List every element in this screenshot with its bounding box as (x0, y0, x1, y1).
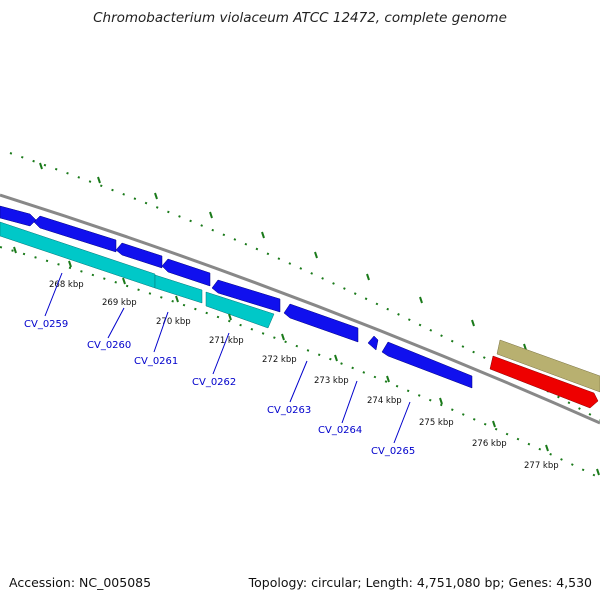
tick-label: 276 kbp (472, 439, 507, 449)
tick-label: 273 kbp (314, 376, 349, 386)
gene-label: CV_0261 (134, 356, 178, 367)
gene-label: CV_0260 (87, 340, 131, 351)
cds-arrow (211, 279, 281, 313)
cds-arrow (115, 242, 163, 269)
cds-arrow (33, 215, 117, 253)
inner-major-ticks (13, 246, 600, 476)
cds-arrow (154, 274, 203, 304)
map-title: Chromobacterium violaceum ATCC 12472, co… (93, 10, 507, 26)
tick-label: 269 kbp (102, 298, 137, 308)
forward-cds-features[interactable] (0, 205, 473, 389)
tick-label: 270 kbp (156, 317, 191, 327)
accession-text: Accession: NC_005085 (9, 575, 152, 590)
tick-label: 268 kbp (49, 280, 84, 290)
cds-arrow (205, 291, 275, 329)
cds-arrow (283, 303, 359, 343)
misc-feature (496, 339, 600, 393)
gene-label: CV_0259 (24, 319, 68, 330)
topology-text: Topology: circular; Length: 4,751,080 bp… (248, 575, 592, 590)
gene-label: CV_0263 (267, 405, 311, 416)
gene-labels[interactable]: CV_0259 CV_0260 CV_0261 CV_0262 CV_0263 … (24, 319, 415, 457)
gene-leader-lines (44, 272, 411, 444)
rna-and-misc-features[interactable] (489, 339, 600, 409)
cds-arrow (367, 335, 379, 351)
gene-label: CV_0265 (371, 446, 415, 457)
gene-label: CV_0262 (192, 377, 236, 388)
reverse-cds-features[interactable] (0, 221, 275, 329)
inner-tick-ring (0, 246, 600, 479)
cds-arrow (161, 258, 211, 287)
tick-label: 272 kbp (262, 355, 297, 365)
tick-label: 274 kbp (367, 396, 402, 406)
gene-label: CV_0264 (318, 425, 362, 436)
rna-feature (489, 355, 599, 409)
tick-label: 275 kbp (419, 418, 454, 428)
tick-label: 277 kbp (524, 461, 559, 471)
outer-tick-ring (9, 152, 600, 421)
cds-arrow (0, 205, 37, 227)
genome-backbone (0, 193, 600, 425)
cds-arrow (381, 341, 473, 389)
